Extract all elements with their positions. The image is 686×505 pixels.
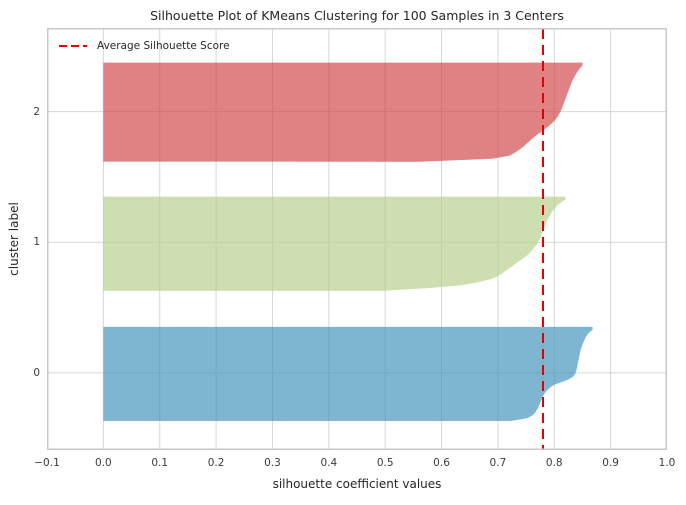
x-tick-label: 0.6 bbox=[433, 457, 450, 469]
silhouette-chart bbox=[47, 28, 667, 450]
x-tick-label: 0.9 bbox=[602, 457, 619, 469]
cluster-1-silhouette bbox=[103, 196, 566, 291]
plot-border bbox=[47, 28, 667, 450]
x-tick-label: 0.7 bbox=[489, 457, 507, 469]
chart-title: Silhouette Plot of KMeans Clustering for… bbox=[150, 8, 564, 23]
x-tick-label: 0.4 bbox=[320, 457, 338, 469]
plot-area bbox=[47, 28, 667, 450]
x-tick-label: 0.2 bbox=[207, 457, 225, 469]
x-tick-label: 0.0 bbox=[95, 457, 112, 469]
x-tick-label: 0.1 bbox=[151, 457, 169, 469]
legend: Average Silhouette Score bbox=[58, 40, 230, 52]
y-tick-label: 2 bbox=[33, 105, 40, 118]
cluster-2-silhouette bbox=[103, 62, 583, 162]
y-tick-label: 0 bbox=[33, 366, 40, 379]
x-tick-label: 0.5 bbox=[376, 457, 394, 469]
dashed-line-icon bbox=[59, 45, 87, 47]
x-tick-label: 1.0 bbox=[658, 457, 676, 469]
x-axis-label: silhouette coefficient values bbox=[272, 477, 442, 491]
y-axis-label: cluster label bbox=[7, 202, 21, 276]
legend-label: Average Silhouette Score bbox=[97, 40, 230, 52]
x-tick-label: −0.1 bbox=[34, 457, 60, 469]
cluster-0-silhouette bbox=[103, 326, 593, 421]
y-tick-label: 1 bbox=[33, 236, 40, 249]
x-tick-label: 0.3 bbox=[264, 457, 281, 469]
x-tick-label: 0.8 bbox=[545, 457, 563, 469]
